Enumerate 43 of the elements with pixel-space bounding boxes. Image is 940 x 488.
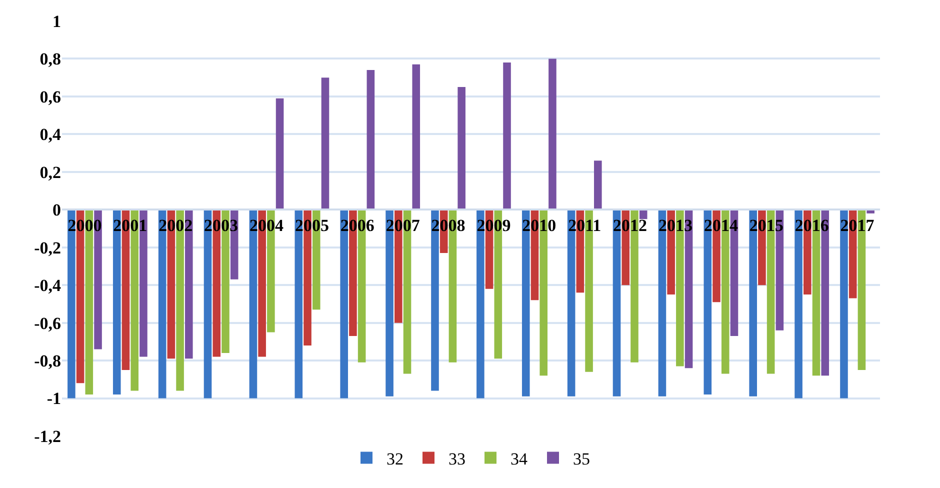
legend-label: 34 xyxy=(510,449,528,468)
bar xyxy=(276,98,284,210)
y-tick-label: -0,8 xyxy=(34,352,61,370)
y-tick-label: -1 xyxy=(46,389,61,408)
y-tick-label: -1,2 xyxy=(34,426,61,446)
x-tick-label: 2006 xyxy=(340,216,374,235)
x-tick-label: 2011 xyxy=(568,216,602,235)
x-tick-label: 2008 xyxy=(431,216,466,235)
legend-label: 32 xyxy=(386,449,404,468)
bar xyxy=(321,78,330,210)
x-tick-label: 2003 xyxy=(204,216,238,235)
y-tick-label: 1 xyxy=(52,12,61,31)
y-tick-label: -0,6 xyxy=(34,314,61,333)
x-tick-label: 2007 xyxy=(386,216,420,235)
bar xyxy=(503,62,511,210)
x-tick-label: 2014 xyxy=(704,216,738,235)
legend-label: 35 xyxy=(573,449,590,468)
x-tick-label: 2013 xyxy=(658,216,692,235)
legend-label: 33 xyxy=(448,449,466,468)
y-tick-label: -0,2 xyxy=(34,238,61,258)
x-tick-label: 2015 xyxy=(749,216,784,235)
x-tick-label: 2002 xyxy=(158,216,193,235)
bar xyxy=(639,210,648,220)
y-tick-label: 0,6 xyxy=(40,87,61,106)
bar xyxy=(594,160,602,210)
x-tick-label: 2017 xyxy=(840,216,875,235)
bar xyxy=(412,64,420,210)
x-tick-label: 2016 xyxy=(794,216,829,235)
y-tick-label: 0 xyxy=(52,200,61,220)
x-tick-label: 2005 xyxy=(294,216,329,235)
bar xyxy=(458,87,466,210)
x-tick-label: 2004 xyxy=(250,216,284,235)
x-tick-label: 2012 xyxy=(613,216,648,235)
x-tick-label: 2001 xyxy=(113,216,148,235)
y-tick-label: -0,4 xyxy=(34,276,62,296)
y-tick-label: 0,4 xyxy=(40,125,62,144)
y-tick-label: 0,2 xyxy=(40,162,61,182)
bar xyxy=(548,58,556,210)
y-tick-label: 0,8 xyxy=(40,50,61,69)
bar xyxy=(366,70,375,210)
x-tick-label: 2009 xyxy=(476,216,511,235)
x-tick-label: 2010 xyxy=(522,216,556,235)
x-tick-label: 2000 xyxy=(68,216,102,235)
